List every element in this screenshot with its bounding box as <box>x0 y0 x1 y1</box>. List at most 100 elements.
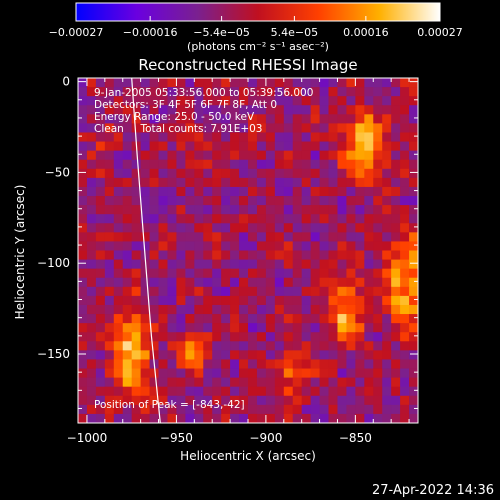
heatmap-cell <box>355 241 365 251</box>
heatmap-cell <box>355 132 365 142</box>
heatmap-cell <box>203 286 213 297</box>
heatmap-cell <box>274 404 285 415</box>
heatmap-cell <box>86 377 97 388</box>
heatmap-cell <box>104 123 115 133</box>
heatmap-cell <box>346 268 356 279</box>
heatmap-cell <box>256 413 267 423</box>
heatmap-cell <box>364 159 374 170</box>
colorbar <box>75 2 441 22</box>
heatmap-cell <box>149 232 159 242</box>
heatmap-cell <box>78 277 88 288</box>
heatmap-cell <box>221 304 231 315</box>
heatmap-cell <box>239 250 249 260</box>
heatmap-cell <box>78 359 88 369</box>
heatmap-cell <box>149 295 159 306</box>
heatmap-cell <box>104 323 115 333</box>
heatmap-cell <box>194 314 204 324</box>
heatmap-cell <box>212 404 222 415</box>
heatmap-cell <box>95 250 106 260</box>
heatmap-cell <box>122 368 133 379</box>
colorbar-tick-label: −0.00027 <box>49 26 104 39</box>
heatmap-cell <box>274 277 285 288</box>
heatmap-cell <box>328 123 338 133</box>
heatmap-cell <box>176 150 186 161</box>
heatmap-cell <box>292 314 303 324</box>
heatmap-cell <box>239 368 249 379</box>
heatmap-cell <box>337 232 347 242</box>
heatmap-cell <box>382 232 392 242</box>
heatmap-cell <box>355 78 365 88</box>
heatmap-cell <box>248 132 258 142</box>
heatmap-cell <box>95 96 106 106</box>
heatmap-cell <box>310 87 320 97</box>
heatmap-cell <box>140 314 150 324</box>
heatmap-cell <box>95 123 106 133</box>
heatmap-cell <box>373 132 383 142</box>
heatmap-cell <box>95 286 106 297</box>
heatmap-cell <box>310 168 320 179</box>
heatmap-cell <box>248 323 258 333</box>
heatmap-cell <box>319 141 329 152</box>
heatmap-cell <box>212 413 222 423</box>
heatmap-cell <box>113 323 124 333</box>
heatmap-cell <box>131 350 142 360</box>
heatmap-cell <box>212 241 222 251</box>
heatmap-cell <box>140 132 150 142</box>
heatmap-cell <box>283 205 294 215</box>
heatmap-cell <box>409 368 418 379</box>
heatmap-cell <box>346 205 356 215</box>
heatmap-cell <box>346 341 356 351</box>
heatmap-cell <box>78 368 88 379</box>
heatmap-cell <box>292 323 303 333</box>
heatmap-cell <box>140 159 150 170</box>
heatmap-cell <box>95 223 106 233</box>
heatmap-cell <box>95 78 106 88</box>
heatmap-cell <box>176 268 186 279</box>
heatmap-cell <box>221 223 231 233</box>
heatmap-cell <box>391 214 401 224</box>
heatmap-cell <box>158 250 168 260</box>
heatmap-cell <box>328 386 338 397</box>
heatmap-cell <box>382 395 392 406</box>
heatmap-cell <box>310 377 320 388</box>
heatmap-cell <box>248 232 258 242</box>
heatmap-cell <box>391 96 401 106</box>
heatmap-cell <box>95 295 106 306</box>
heatmap-cell <box>319 377 329 388</box>
heatmap-cell <box>355 114 365 124</box>
heatmap-cell <box>292 295 303 306</box>
heatmap-cell <box>265 404 276 415</box>
heatmap-cell <box>239 404 249 415</box>
heatmap-cell <box>212 304 222 315</box>
heatmap-cell <box>337 359 347 369</box>
heatmap-cell <box>382 286 392 297</box>
heatmap-cell <box>230 150 240 161</box>
heatmap-cell <box>158 332 168 342</box>
heatmap-cell <box>122 386 133 397</box>
heatmap-cell <box>256 250 267 260</box>
heatmap-cell <box>131 78 142 88</box>
heatmap-cell <box>346 377 356 388</box>
heatmap-cell <box>373 314 383 324</box>
heatmap-cell <box>230 177 240 188</box>
heatmap-cell <box>158 168 168 179</box>
annotation-clean-counts: Clean Total counts: 7.91E+03 <box>94 123 263 135</box>
heatmap-cell <box>382 277 392 288</box>
heatmap-cell <box>176 286 186 297</box>
heatmap-cell <box>346 368 356 379</box>
heatmap-cell <box>328 404 338 415</box>
heatmap-cell <box>337 295 347 306</box>
heatmap-cell <box>310 314 320 324</box>
heatmap-cell <box>248 341 258 351</box>
heatmap-cell <box>104 205 115 215</box>
heatmap-cell <box>239 132 249 142</box>
heatmap-cell <box>382 196 392 206</box>
heatmap-cell <box>283 141 294 152</box>
heatmap-cell <box>194 96 204 106</box>
heatmap-cell <box>176 132 186 142</box>
heatmap-cell <box>167 177 177 188</box>
heatmap-cell <box>185 223 195 233</box>
heatmap-cell <box>391 295 401 306</box>
heatmap-cell <box>283 214 294 224</box>
heatmap-cell <box>373 105 383 115</box>
